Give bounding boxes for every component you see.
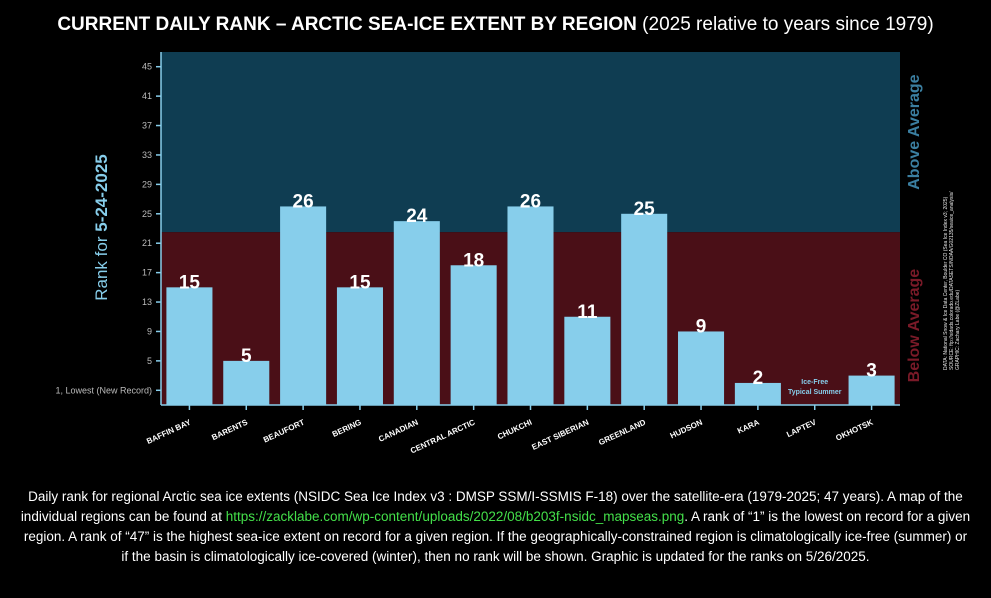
y-tick-label: 45 xyxy=(142,62,152,72)
bar-value-label: 15 xyxy=(179,272,201,293)
chart-caption: Daily rank for regional Arctic sea ice e… xyxy=(20,487,971,567)
bar xyxy=(393,221,440,405)
bar-value-label: 24 xyxy=(406,206,428,227)
x-tick-label: LAPTEV xyxy=(785,417,818,439)
y-tick-label: 21 xyxy=(142,238,152,248)
chart-title-main: CURRENT DAILY RANK – ARCTIC SEA-ICE EXTE… xyxy=(57,14,637,35)
bar xyxy=(223,360,270,405)
rank-bar-chart: 15 5 26 15 24 18 26 11 25 9 2 3 45 41 37 33 29 25 21 17 13 9… xyxy=(55,52,923,456)
bar-value-label: 18 xyxy=(463,250,484,271)
y-axis-label: Rank for 5-24-2025 xyxy=(92,154,111,301)
bar xyxy=(848,375,895,405)
y-tick-label: 33 xyxy=(142,150,152,160)
bar xyxy=(621,213,668,405)
chart-title: CURRENT DAILY RANK – ARCTIC SEA-ICE EXTE… xyxy=(0,14,991,36)
y-tick-label: 17 xyxy=(142,268,152,278)
y-tick-label: 37 xyxy=(142,121,152,131)
x-tick-label: CANADIAN xyxy=(377,418,420,444)
bar-value-label: 9 xyxy=(696,316,707,337)
bar-value-label: 11 xyxy=(577,302,598,323)
bar xyxy=(678,331,725,405)
above-average-region xyxy=(161,52,900,233)
bar xyxy=(336,287,383,405)
y-tick-label: 1, Lowest (New Record) xyxy=(55,385,152,395)
y-tick-label: 5 xyxy=(147,356,152,366)
bar xyxy=(507,206,554,405)
caption-text-part2: . A rank of “1” is the lowest on record … xyxy=(23,509,971,564)
bar-value-label: 25 xyxy=(634,199,656,220)
y-tick-label: 41 xyxy=(142,91,152,101)
bar xyxy=(166,287,213,405)
y-axis-label-date: 5-24-2025 xyxy=(92,154,111,232)
ice-free-note: Ice-Free xyxy=(801,379,828,386)
bar xyxy=(734,382,781,405)
data-credit: DATA: National Snow & Ice Data Center, B… xyxy=(943,191,961,370)
bar xyxy=(450,265,497,405)
caption-text-part1: Daily rank for regional Arctic sea ice e… xyxy=(20,489,963,524)
above-average-label: Above Average xyxy=(906,74,923,189)
credit-graphic-line: GRAPHIC: Zachary Labe (@ZLabe) xyxy=(955,289,961,370)
bar-value-label: 15 xyxy=(349,272,371,293)
y-tick-label: 29 xyxy=(142,179,152,189)
bar-value-label: 26 xyxy=(520,191,541,212)
x-tick-label: CENTRAL ARCTIC xyxy=(409,418,477,456)
x-tick-label: GREENLAND xyxy=(597,418,647,448)
y-axis-label-prefix: Rank for xyxy=(92,232,111,301)
bar xyxy=(564,316,611,405)
regions-map-link[interactable]: https://zacklabe.com/wp-content/uploads/… xyxy=(225,509,685,524)
chart-title-subtitle: (2025 relative to years since 1979) xyxy=(642,14,934,35)
x-tick-label: KARA xyxy=(736,418,761,436)
x-tick-label: BEAUFORT xyxy=(262,418,306,445)
x-tick-label: EAST SIBERIAN xyxy=(530,418,590,452)
x-tick-label: BAFFIN BAY xyxy=(145,417,193,446)
x-tick-label: BARENTS xyxy=(210,417,249,442)
y-tick-label: 9 xyxy=(147,326,152,336)
below-average-label: Below Average xyxy=(906,269,923,383)
x-tick-label: OKHOTSK xyxy=(834,418,874,443)
bar-value-label: 3 xyxy=(866,361,877,382)
typical-summer-note: Typical Summer xyxy=(788,389,842,396)
bar-value-label: 5 xyxy=(241,346,252,367)
x-tick-label: BERING xyxy=(331,418,363,439)
bar xyxy=(280,206,327,405)
y-tick-label: 13 xyxy=(142,297,152,307)
bar-value-label: 2 xyxy=(753,368,764,389)
x-tick-label: CHUKCHI xyxy=(496,418,533,442)
x-tick-label: HUDSON xyxy=(669,418,704,441)
bar-value-label: 26 xyxy=(293,191,314,212)
y-tick-label: 25 xyxy=(142,209,152,219)
